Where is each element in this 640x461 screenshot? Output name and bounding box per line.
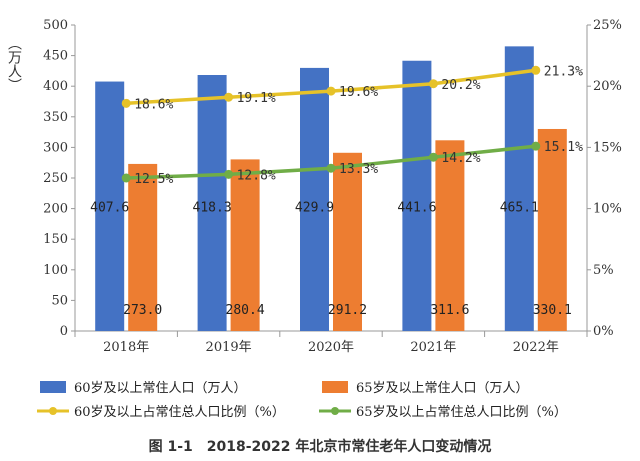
x-tick-label: 2022年	[513, 340, 559, 355]
y-tick-label: 100	[43, 263, 68, 278]
y-tick-label: 400	[43, 79, 68, 94]
point-data-label: 20.2%	[441, 78, 480, 93]
bar-data-label: 429.9	[295, 201, 334, 216]
bar-data-label: 441.6	[397, 201, 436, 216]
y2-tick-label: 15%	[593, 140, 622, 155]
x-tick-label: 2021年	[410, 340, 456, 355]
figure-caption: 图 1-1 2018-2022 年北京市常住老年人口变动情况	[148, 439, 492, 455]
y-tick-label: 500	[43, 18, 68, 33]
legend-swatch	[40, 381, 66, 393]
point-data-label: 21.3%	[544, 64, 583, 79]
y-tick-label: 200	[43, 202, 68, 217]
bar	[435, 140, 465, 331]
y2-tick-label: 25%	[593, 18, 622, 33]
chart-legend: 60岁及以上常住人口（万人） 65岁及以上常住人口（万人） 60岁及以上占常住总人口…	[37, 381, 567, 420]
legend-swatch	[322, 381, 348, 393]
bar	[197, 75, 227, 331]
series-point	[428, 79, 438, 89]
point-data-label: 15.1%	[544, 140, 583, 155]
legend-label: 60岁及以上占常住总人口比例（%）	[74, 405, 285, 420]
legend-label: 65岁及以上常住人口（万人）	[356, 381, 529, 396]
y-tick-label: 450	[43, 49, 68, 64]
y2-tick-label: 10%	[593, 202, 622, 217]
bar-data-label: 407.6	[90, 201, 129, 216]
y-tick-label: 0	[60, 324, 68, 339]
x-tick-label: 2018年	[103, 340, 149, 355]
bar	[504, 46, 534, 332]
bar-data-label: 291.2	[328, 303, 367, 318]
bar-data-label: 280.4	[226, 303, 265, 318]
chart-lines	[121, 65, 541, 183]
bar-data-label: 311.6	[430, 303, 469, 318]
chart-data-labels: 407.6 418.3 429.9 441.6 465.1 273.0 280.4 291.2…	[90, 64, 583, 318]
legend-marker	[49, 407, 57, 415]
bar	[333, 152, 362, 331]
point-data-label: 14.2%	[441, 151, 480, 166]
series-point	[224, 169, 234, 179]
point-data-label: 12.5%	[134, 172, 173, 187]
y-tick-label: 50	[51, 293, 68, 308]
series-point	[531, 65, 541, 75]
bar-data-label: 330.1	[533, 303, 572, 318]
bar-data-label: 465.1	[500, 201, 539, 216]
series-point	[121, 98, 131, 108]
y-tick-label: 150	[43, 232, 68, 247]
point-data-label: 12.8%	[237, 168, 276, 183]
bar	[95, 81, 125, 331]
bar-data-label: 418.3	[193, 201, 232, 216]
point-data-label: 18.6%	[134, 97, 173, 112]
series-point	[121, 173, 131, 183]
y-tick-label: 300	[43, 140, 68, 155]
chart-axes: 0 50 100 150 200 250 300 350 400 450 500 0% 5% 10% 15%…	[43, 18, 622, 355]
point-data-label: 19.6%	[339, 85, 378, 100]
bar	[537, 128, 567, 331]
series-point	[326, 163, 336, 173]
legend-marker	[331, 407, 339, 415]
y-axis-label: （万人）	[6, 36, 22, 92]
y2-tick-label: 0%	[593, 324, 614, 339]
y2-tick-label: 20%	[593, 79, 622, 94]
y-tick-label: 250	[43, 171, 68, 186]
series-point	[326, 86, 336, 96]
series-point	[224, 92, 234, 102]
series-point	[428, 152, 438, 162]
series-point	[531, 141, 541, 151]
bar	[300, 67, 329, 332]
x-tick-label: 2019年	[206, 340, 252, 355]
y2-tick-label: 5%	[593, 263, 614, 278]
bar	[402, 60, 432, 332]
bar	[128, 163, 158, 331]
point-data-label: 13.3%	[339, 162, 378, 177]
bar	[230, 159, 260, 331]
legend-label: 65岁及以上占常住总人口比例（%）	[356, 405, 567, 420]
y-tick-label: 350	[43, 110, 68, 125]
point-data-label: 19.1%	[237, 91, 276, 106]
bar-data-label: 273.0	[123, 303, 162, 318]
x-tick-label: 2020年	[308, 340, 354, 355]
chart-bars	[95, 46, 567, 332]
legend-label: 60岁及以上常住人口（万人）	[74, 381, 247, 396]
